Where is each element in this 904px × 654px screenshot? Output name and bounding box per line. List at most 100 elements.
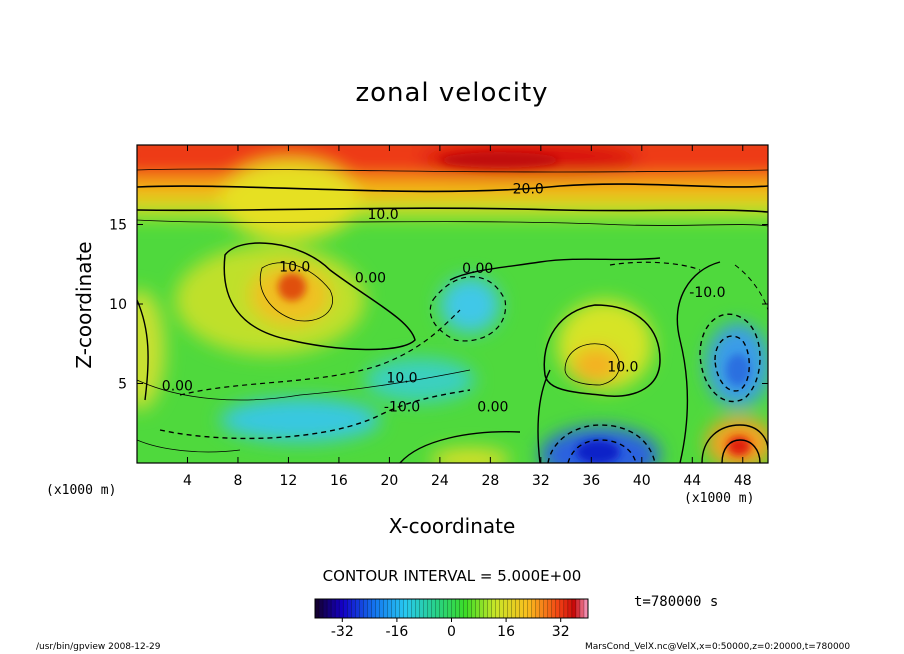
- y-axis: 5 10 15: [109, 218, 768, 393]
- contour-line: [399, 431, 521, 463]
- colorbar-tick-label: -32: [331, 624, 354, 640]
- colorbar-cell: [338, 598, 344, 619]
- colorbar-cell: [439, 598, 444, 619]
- contour-line-negative: [609, 261, 701, 271]
- colorbar-tick-label: 32: [552, 624, 570, 640]
- colorbar-cell: [447, 598, 452, 619]
- colorbar-cell: [326, 598, 332, 619]
- colorbar-cell: [334, 598, 340, 619]
- field-patch: [572, 347, 620, 383]
- colorbar-cell: [503, 598, 509, 619]
- colorbar-cell: [539, 598, 545, 619]
- chart-title: zonal velocity: [355, 78, 549, 108]
- colorbar-cell: [527, 598, 533, 619]
- colorbar-cell: [471, 598, 477, 619]
- colorbar-cell: [571, 598, 577, 619]
- colorbar-cell: [475, 598, 481, 619]
- contour-line-negative: [547, 424, 656, 463]
- field-core: [726, 354, 750, 386]
- contour-label: 20.0: [513, 182, 544, 198]
- colorbar-cell: [579, 598, 585, 619]
- colorbar-cell: [531, 598, 537, 619]
- footer-data-label: MarsCond_VelX.nc@VelX,x=0:50000,z=0:2000…: [585, 642, 851, 652]
- contour-label: 10.0: [386, 371, 417, 387]
- field-patch: [220, 398, 380, 442]
- y-tick-label: 5: [118, 377, 127, 393]
- contour-lines: [137, 168, 768, 463]
- contour-line: [701, 424, 768, 463]
- colorbar-cell: [451, 598, 456, 619]
- colorbar-cell: [487, 598, 493, 619]
- colorbar-cell: [567, 598, 573, 619]
- colorbar-cell: [535, 598, 541, 619]
- colorbar-cell: [391, 598, 396, 619]
- contour-line: [137, 168, 768, 173]
- field-patch: [440, 277, 500, 333]
- x-tick-label: 32: [532, 473, 550, 489]
- x-axis-label: X-coordinate: [388, 514, 516, 538]
- contour-line: [137, 299, 149, 401]
- field-core: [727, 436, 751, 456]
- contour-label: 10.0: [368, 207, 399, 223]
- colorbar-cell: [423, 598, 428, 619]
- contour-line: [676, 261, 721, 463]
- colorbar-cell: [511, 598, 517, 619]
- colorbar-cell: [547, 598, 553, 619]
- x-tick-label: 48: [734, 473, 752, 489]
- colorbar-cell: [363, 598, 368, 619]
- field-core: [440, 152, 560, 168]
- colorbar-cell: [499, 598, 505, 619]
- colorbar-cell: [346, 598, 352, 619]
- x-tick-label: 12: [280, 473, 298, 489]
- contour-label: 0.00: [162, 379, 193, 395]
- colorbar-cell: [435, 598, 440, 619]
- colorbar-cell: [379, 598, 384, 619]
- colorbar-cell: [383, 598, 388, 619]
- contour-line: [137, 219, 768, 227]
- contour-label: -10.0: [689, 285, 725, 301]
- x-tick-label: 8: [233, 473, 242, 489]
- colorbar-cell: [467, 598, 472, 619]
- colorbar-cell: [459, 598, 464, 619]
- colorbar-cell: [314, 598, 320, 619]
- x-tick-label: 28: [481, 473, 499, 489]
- colorbar-tick-label: 16: [497, 624, 515, 640]
- colorbar-cell: [387, 598, 392, 619]
- colorbar-cell: [515, 598, 521, 619]
- colorbar-cell: [463, 598, 468, 619]
- colorbar-tick-label: 0: [447, 624, 456, 640]
- contour-line-negative: [567, 439, 637, 463]
- contour-line: [137, 183, 768, 193]
- colorbar-cell: [559, 598, 565, 619]
- colorbar: -32 -16 0 16 32: [314, 598, 589, 640]
- contour-label: -10.0: [384, 399, 420, 415]
- colorbar-cell: [330, 598, 336, 619]
- colorbar-cell: [483, 598, 489, 619]
- colorbar-cell: [399, 598, 404, 619]
- colorbar-cell: [355, 598, 360, 619]
- field-core: [278, 273, 306, 301]
- colorbar-cell: [575, 598, 581, 619]
- x-tick-label: 20: [380, 473, 398, 489]
- velocity-field: [137, 145, 768, 463]
- contour-line: [137, 207, 768, 213]
- colorbar-cell: [407, 598, 412, 619]
- field-core: [576, 440, 620, 463]
- colorbar-cell: [318, 598, 324, 619]
- contour-label: 0.00: [477, 399, 508, 415]
- y-tick-label: 15: [109, 218, 127, 234]
- colorbar-cell: [427, 598, 432, 619]
- colorbar-cell: [519, 598, 525, 619]
- field-patch: [220, 160, 360, 240]
- contour-line: [260, 262, 333, 322]
- contour-line: [537, 369, 551, 463]
- y-tick-label: 10: [109, 297, 127, 313]
- contour-line: [449, 257, 661, 281]
- footer-program-label: /usr/bin/gpview 2008-12-29: [36, 642, 161, 652]
- colorbar-cell: [411, 598, 416, 619]
- x-axis: 4 8 12 16 20 24 28 32 36 40 44 48: [183, 145, 752, 489]
- contour-interval-label: CONTOUR INTERVAL = 5.000E+00: [322, 567, 582, 585]
- x-tick-label: 4: [183, 473, 192, 489]
- colorbar-cell: [351, 598, 356, 619]
